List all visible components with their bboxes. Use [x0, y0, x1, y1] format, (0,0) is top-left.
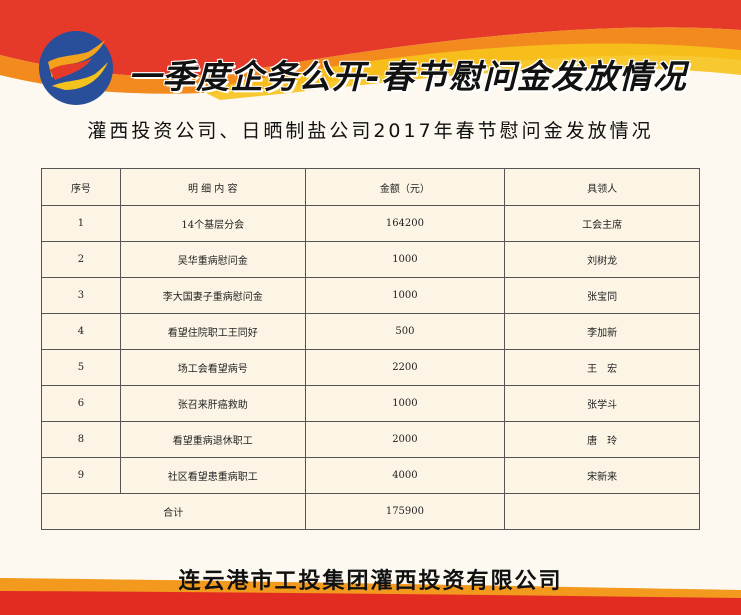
- column-header-item: 明 细 内 容: [119, 168, 306, 206]
- cell-recipient: 张宝同: [504, 277, 700, 314]
- page-title: 一季度企务公开-春节慰问金发放情况: [128, 57, 687, 96]
- cell-recipient: 刘树龙: [504, 241, 700, 278]
- table-row: 2 吴华重病慰问金 1000 刘树龙: [41, 241, 700, 278]
- cell-item: 社区看望患重病职工: [119, 457, 306, 494]
- table-row: 6 张召来肝癌救助 1000 张学斗: [41, 385, 700, 422]
- table-row: 9 社区看望患重病职工 4000 宋新来: [41, 457, 700, 494]
- cell-no: 8: [41, 421, 121, 458]
- cell-item: 场工会看望病号: [119, 349, 306, 386]
- cell-no: 2: [41, 241, 121, 278]
- cell-recipient: 李加新: [504, 313, 700, 350]
- table-row: 5 场工会看望病号 2200 王 宏: [41, 349, 700, 386]
- cell-recipient: 王 宏: [504, 349, 700, 386]
- cell-item: 李大国妻子重病慰问金: [119, 277, 306, 314]
- cell-recipient: 工会主席: [504, 205, 700, 242]
- column-header-amount: 金额（元）: [304, 168, 506, 206]
- total-amount: 175900: [304, 493, 506, 530]
- cell-recipient: 宋新来: [504, 457, 700, 494]
- column-header-recipient: 具领人: [504, 168, 700, 206]
- table-header-row: 序号 明 细 内 容 金额（元） 具领人: [41, 168, 700, 206]
- footer-company: 连云港市工投集团灌西投资有限公司: [178, 569, 563, 594]
- cell-amount: 2000: [304, 421, 506, 458]
- distribution-table: 序号 明 细 内 容 金额（元） 具领人 1 14个基层分会 164200 工会主席 2…: [41, 168, 700, 530]
- cell-recipient: 唐 玲: [504, 421, 700, 458]
- cell-item: 看望重病退休职工: [119, 421, 306, 458]
- page-subtitle: 灌西投资公司、日晒制盐公司2017年春节慰问金发放情况: [87, 120, 654, 142]
- table-row: 3 李大国妻子重病慰问金 1000 张宝同: [41, 277, 700, 314]
- company-logo: [39, 31, 113, 105]
- cell-no: 4: [41, 313, 121, 350]
- cell-amount: 1000: [304, 277, 506, 314]
- cell-amount: 164200: [304, 205, 506, 242]
- cell-no: 5: [41, 349, 121, 386]
- cell-no: 6: [41, 385, 121, 422]
- table-row: 4 看望住院职工王同好 500 李加新: [41, 313, 700, 350]
- total-recipient: [504, 493, 700, 530]
- cell-no: 1: [41, 205, 121, 242]
- cell-amount: 4000: [304, 457, 506, 494]
- total-label: 合计: [41, 493, 306, 530]
- cell-item: 吴华重病慰问金: [119, 241, 306, 278]
- column-header-no: 序号: [41, 168, 121, 206]
- cell-no: 3: [41, 277, 121, 314]
- cell-item: 14个基层分会: [119, 205, 306, 242]
- total-row: 合计 175900: [41, 493, 700, 530]
- cell-no: 9: [41, 457, 121, 494]
- cell-amount: 1000: [304, 241, 506, 278]
- cell-item: 张召来肝癌救助: [119, 385, 306, 422]
- table-row: 8 看望重病退休职工 2000 唐 玲: [41, 421, 700, 458]
- cell-item: 看望住院职工王同好: [119, 313, 306, 350]
- cell-amount: 2200: [304, 349, 506, 386]
- cell-recipient: 张学斗: [504, 385, 700, 422]
- table-row: 1 14个基层分会 164200 工会主席: [41, 205, 700, 242]
- cell-amount: 500: [304, 313, 506, 350]
- cell-amount: 1000: [304, 385, 506, 422]
